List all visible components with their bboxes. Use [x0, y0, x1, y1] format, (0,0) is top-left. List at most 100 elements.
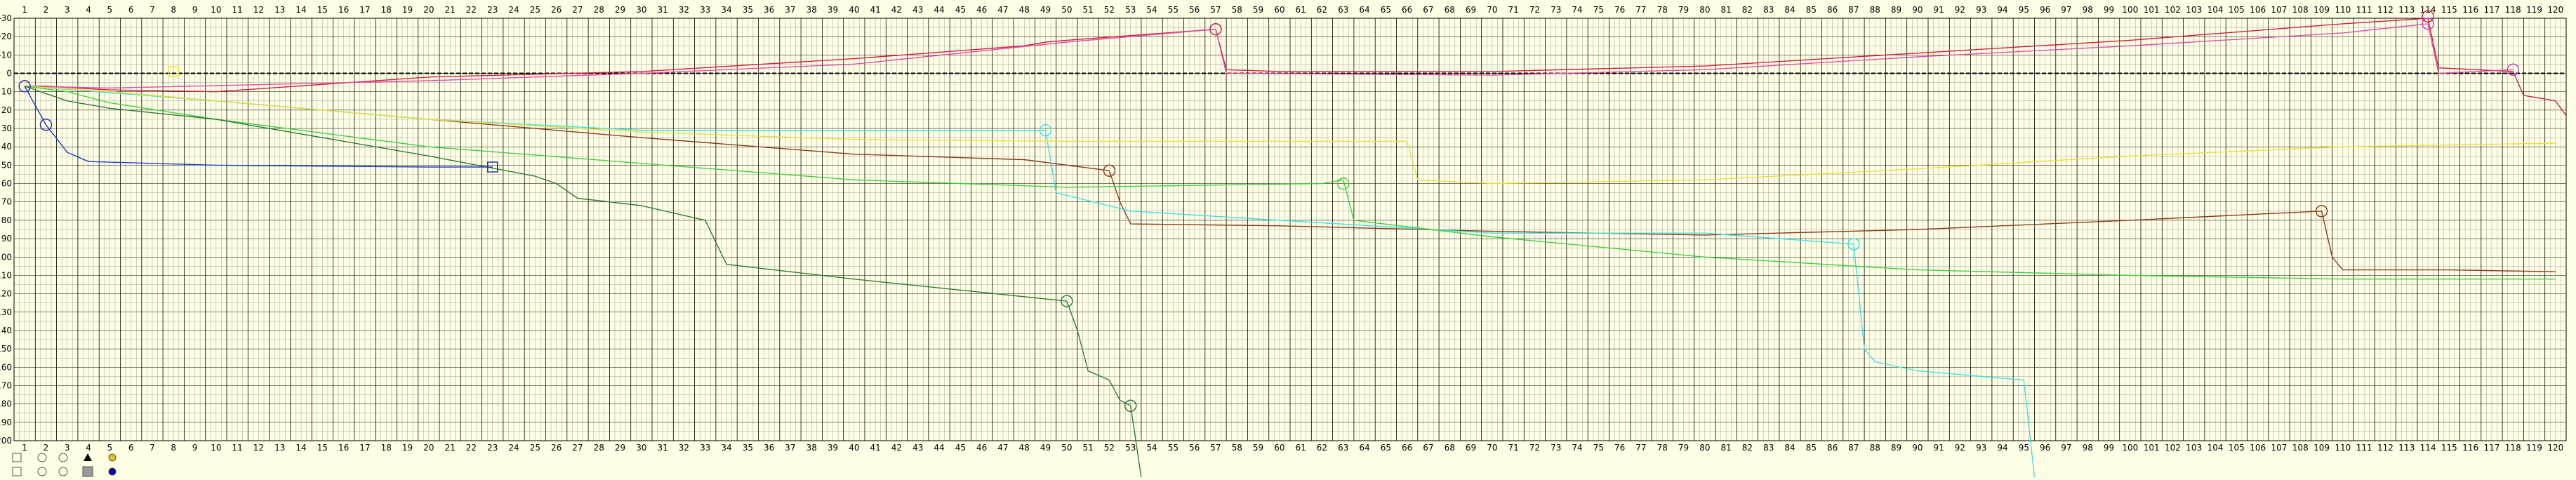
circle-filled-icon — [108, 467, 117, 476]
square-outline-icon — [12, 453, 22, 462]
x-tick-label-top: 28 — [594, 5, 604, 15]
x-tick-label-top: 92 — [1955, 5, 1965, 15]
x-tick-label-top: 35 — [743, 5, 753, 15]
data-marker-square — [487, 161, 498, 173]
x-tick-label-bottom: 10 — [211, 443, 221, 453]
x-tick-label-top: 16 — [338, 5, 349, 15]
x-tick-label-bottom: 72 — [1529, 443, 1540, 453]
x-tick-label-top: 74 — [1572, 5, 1582, 15]
x-tick-label-top: 6 — [128, 5, 134, 15]
x-tick-label-bottom: 26 — [551, 443, 562, 453]
x-tick-label-top: 41 — [870, 5, 881, 15]
x-tick-label-bottom: 93 — [1976, 443, 1986, 453]
x-tick-label-top: 56 — [1189, 5, 1200, 15]
x-tick-label-top: 62 — [1317, 5, 1327, 15]
x-tick-label-top: 107 — [2271, 5, 2287, 15]
x-tick-label-bottom: 67 — [1423, 443, 1433, 453]
x-tick-label-bottom: 100 — [2122, 443, 2138, 453]
x-tick-label-bottom: 30 — [636, 443, 646, 453]
plot-frame — [13, 18, 2567, 441]
x-tick-label-top: 63 — [1338, 5, 1348, 15]
data-marker-circle — [1039, 124, 1052, 137]
x-tick-label-bottom: 95 — [2019, 443, 2029, 453]
x-tick-label-top: 60 — [1274, 5, 1284, 15]
x-tick-label-bottom: 38 — [806, 443, 817, 453]
x-tick-label-top: 54 — [1146, 5, 1157, 15]
x-tick-label-bottom: 33 — [700, 443, 710, 453]
x-tick-label-bottom: 49 — [1040, 443, 1051, 453]
x-tick-label-top: 68 — [1445, 5, 1455, 15]
x-tick-label-bottom: 55 — [1168, 443, 1179, 453]
x-tick-label-top: 97 — [2061, 5, 2071, 15]
x-tick-label-top: 119 — [2526, 5, 2542, 15]
x-tick-label-bottom: 17 — [359, 443, 370, 453]
square-filled-icon — [82, 466, 93, 477]
x-tick-label-bottom: 21 — [445, 443, 456, 453]
x-tick-label-top: 66 — [1402, 5, 1412, 15]
data-marker-circle — [1103, 164, 1116, 177]
x-tick-label-bottom: 32 — [679, 443, 689, 453]
x-tick-label-top: 26 — [551, 5, 562, 15]
series-line-4 — [25, 86, 2556, 185]
x-tick-label-top: 25 — [530, 5, 540, 15]
x-tick-label-top: 113 — [2398, 5, 2415, 15]
x-tick-label-top: 88 — [1870, 5, 1880, 15]
x-tick-label-bottom: 22 — [466, 443, 477, 453]
x-tick-label-bottom: 120 — [2547, 443, 2563, 453]
x-tick-label-top: 1 — [22, 5, 27, 15]
x-tick-label-bottom: 110 — [2335, 443, 2351, 453]
x-tick-label-bottom: 56 — [1189, 443, 1200, 453]
x-tick-label-top: 13 — [274, 5, 285, 15]
data-marker-circle — [1209, 22, 1222, 36]
x-tick-label-top: 95 — [2019, 5, 2029, 15]
x-tick-label-bottom: 4 — [86, 443, 91, 453]
x-tick-label-top: 90 — [1912, 5, 1923, 15]
x-tick-label-bottom: 7 — [150, 443, 155, 453]
x-tick-label-bottom: 104 — [2207, 443, 2224, 453]
x-tick-label-top: 24 — [508, 5, 519, 15]
x-tick-label-top: 110 — [2335, 5, 2351, 15]
x-tick-label-top: 94 — [1997, 5, 2007, 15]
x-tick-label-bottom: 103 — [2186, 443, 2202, 453]
y-axis-labels: -30 -20 -10 0 10 20 30 40 50 60 70 80 90 100 110 120 130… — [0, 13, 12, 446]
x-tick-label-bottom: 76 — [1614, 443, 1625, 453]
x-tick-label-top: 22 — [466, 5, 477, 15]
x-tick-label-bottom: 45 — [955, 443, 966, 453]
x-tick-label-bottom: 51 — [1083, 443, 1094, 453]
x-tick-label-top: 49 — [1040, 5, 1051, 15]
x-tick-label-bottom: 5 — [107, 443, 113, 453]
x-tick-label-top: 109 — [2313, 5, 2330, 15]
y-tick-label: 20 — [1, 105, 12, 115]
x-tick-label-bottom: 92 — [1955, 443, 1965, 453]
x-tick-label-bottom: 115 — [2441, 443, 2457, 453]
data-marker-circle — [1124, 399, 1137, 413]
series-line-3 — [25, 86, 2036, 478]
x-tick-label-bottom: 96 — [2040, 443, 2050, 453]
legend — [12, 453, 117, 477]
x-tick-label-bottom: 88 — [1870, 443, 1880, 453]
x-tick-label-bottom: 63 — [1338, 443, 1348, 453]
x-tick-label-bottom: 65 — [1381, 443, 1391, 453]
x-tick-label-top: 112 — [2377, 5, 2394, 15]
data-marker-circle — [1337, 177, 1350, 190]
y-tick-label: 60 — [1, 179, 12, 189]
x-tick-label-bottom: 62 — [1317, 443, 1327, 453]
x-tick-label-bottom: 108 — [2292, 443, 2309, 453]
x-tick-label-top: 93 — [1976, 5, 1986, 15]
x-tick-label-top: 81 — [1721, 5, 1732, 15]
y-tick-label: 130 — [0, 307, 12, 317]
x-tick-label-top: 98 — [2083, 5, 2093, 15]
x-tick-label-top: 58 — [1232, 5, 1242, 15]
x-tick-label-top: 10 — [211, 5, 221, 15]
x-tick-label-bottom: 111 — [2356, 443, 2372, 453]
data-marker-circle — [2507, 63, 2519, 76]
x-tick-label-top: 7 — [150, 5, 155, 15]
x-tick-label-top: 96 — [2040, 5, 2050, 15]
x-tick-label-top: 84 — [1784, 5, 1795, 15]
x-tick-label-top: 69 — [1466, 5, 1476, 15]
x-tick-label-bottom: 90 — [1912, 443, 1923, 453]
x-tick-label-bottom: 20 — [423, 443, 434, 453]
x-tick-label-bottom: 15 — [317, 443, 328, 453]
series-line-2 — [25, 86, 2556, 272]
x-tick-label-bottom: 99 — [2104, 443, 2114, 453]
